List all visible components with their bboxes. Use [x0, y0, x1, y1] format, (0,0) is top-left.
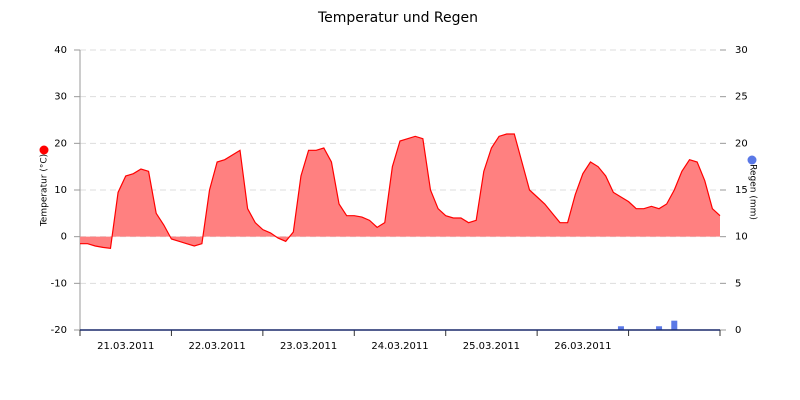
y-tick-label: -20 — [51, 325, 67, 336]
x-tick-label: 26.03.2011 — [554, 341, 611, 352]
rain-bar — [656, 326, 663, 330]
y-tick-label: -10 — [51, 278, 67, 289]
y-tick-label: 0 — [61, 232, 67, 243]
chart-title: Temperatur und Regen — [317, 10, 478, 26]
y2-tick-label: 5 — [735, 278, 741, 289]
y-axis-title: Temperatur (°C) — [40, 154, 50, 227]
y2-axis-marker — [747, 155, 757, 165]
rain-bar — [671, 320, 678, 330]
x-tick-label: 23.03.2011 — [280, 341, 337, 352]
rain-bar — [617, 326, 624, 330]
y-tick-label: 20 — [54, 138, 67, 149]
y2-tick-label: 30 — [735, 45, 748, 56]
y-tick-label: 10 — [54, 185, 67, 196]
y2-tick-label: 15 — [735, 185, 748, 196]
y2-tick-label: 25 — [735, 92, 748, 103]
y-axis-marker — [39, 145, 49, 155]
x-tick-label: 22.03.2011 — [189, 341, 246, 352]
y-tick-label: 30 — [54, 92, 67, 103]
y2-tick-label: 0 — [735, 325, 741, 336]
temperature-area — [80, 134, 720, 249]
x-tick-label: 21.03.2011 — [97, 341, 154, 352]
y2-axis-title: Regen (mm) — [748, 164, 758, 220]
x-tick-label: 24.03.2011 — [371, 341, 428, 352]
y2-tick-label: 10 — [735, 232, 748, 243]
x-tick-label: 25.03.2011 — [463, 341, 520, 352]
y2-tick-label: 20 — [735, 138, 748, 149]
y-tick-label: 40 — [54, 45, 67, 56]
temperature-line — [80, 133, 721, 250]
